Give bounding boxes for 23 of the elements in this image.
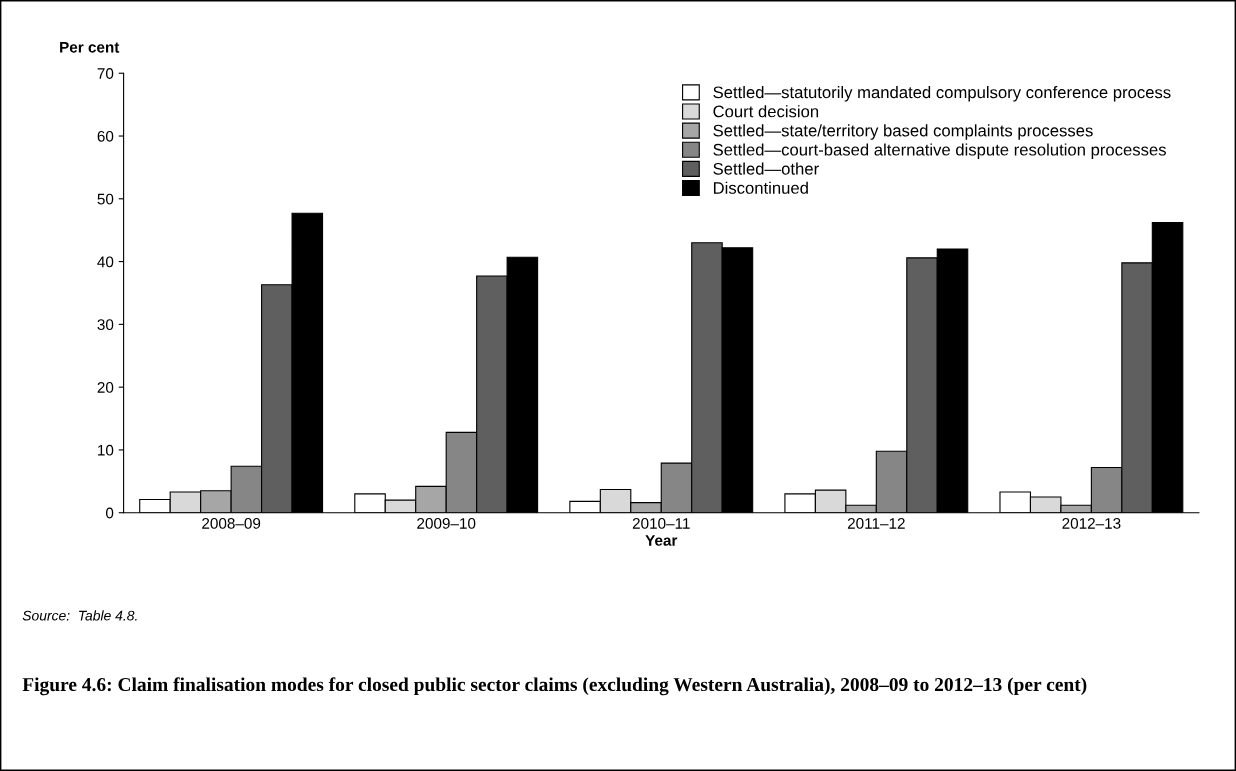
legend-label: Court decision	[713, 105, 819, 118]
x-tick-label: 2008–09	[202, 517, 261, 529]
y-tick-label: 0	[105, 507, 114, 519]
legend-label: Settled—other	[713, 162, 819, 175]
x-tick-label: 2012–13	[1062, 517, 1121, 529]
legend-label: Settled—statutorily mandated compulsory conference process	[713, 86, 1171, 102]
text: Figure 4.6: Claim finalisation modes for closed public sector claims (excluding Western Australia), 2008–09 to 2012–13 (per cent)	[22, 677, 1087, 696]
y-axis-title: Per cent	[60, 41, 120, 53]
y-tick-label: 30	[97, 319, 114, 331]
x-axis-title: Year	[645, 535, 678, 546]
legend-label: Settled—state/territory based complaints processes	[713, 124, 1093, 140]
x-tick-label: 2010–11	[632, 517, 690, 529]
y-tick-label: 20	[97, 382, 114, 393]
source-note: Source: Table 4.8.	[22, 610, 137, 621]
x-tick-label: 2009–10	[417, 517, 476, 529]
y-tick-label: 10	[98, 444, 114, 456]
x-tick-label: 2011–12	[847, 517, 905, 529]
y-tick-label: 50	[97, 193, 114, 205]
legend-label: Discontinued	[713, 181, 808, 194]
y-tick-label: 40	[97, 256, 114, 268]
legend-label: Settled—court-based alternative dispute resolution processes	[713, 143, 1166, 159]
y-tick-label: 60	[97, 130, 114, 142]
y-tick-label: 70	[97, 68, 114, 79]
